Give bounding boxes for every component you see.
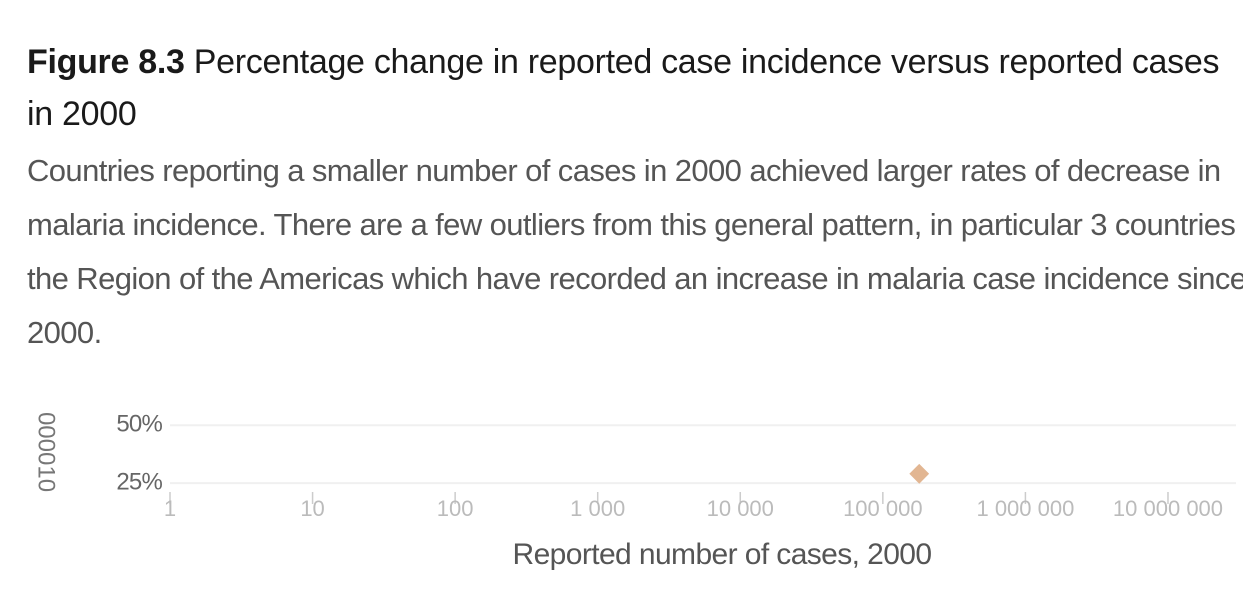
figure-label: Figure 8.3 (27, 43, 185, 81)
x-axis-label: Reported number of cases, 2000 (513, 538, 932, 571)
title-block: Figure 8.3 Percentage change in reported… (27, 36, 1227, 140)
x-tick-label: 10 000 000 (1113, 496, 1223, 521)
x-tick-label: 1 (164, 496, 176, 521)
x-tick-label: 10 000 (707, 496, 774, 521)
y-tick-label: 50% (116, 411, 162, 438)
x-tick-label: 10 (300, 496, 324, 521)
y-axis-label: 000010 (33, 412, 60, 492)
x-tick-label: 100 (437, 496, 474, 521)
header: Figure 8.3 Percentage change in reported… (27, 36, 1243, 360)
chart-title: Percentage change in reported case incid… (27, 43, 1220, 133)
x-tick-label: 100 000 (843, 496, 923, 521)
subtitle: Countries reporting a smaller number of … (27, 153, 1243, 350)
point (909, 463, 930, 484)
x-tick-label: 1 000 000 (976, 496, 1074, 521)
y-tick-label: 25% (116, 468, 162, 495)
x-tick-label: 1 000 (570, 496, 625, 521)
